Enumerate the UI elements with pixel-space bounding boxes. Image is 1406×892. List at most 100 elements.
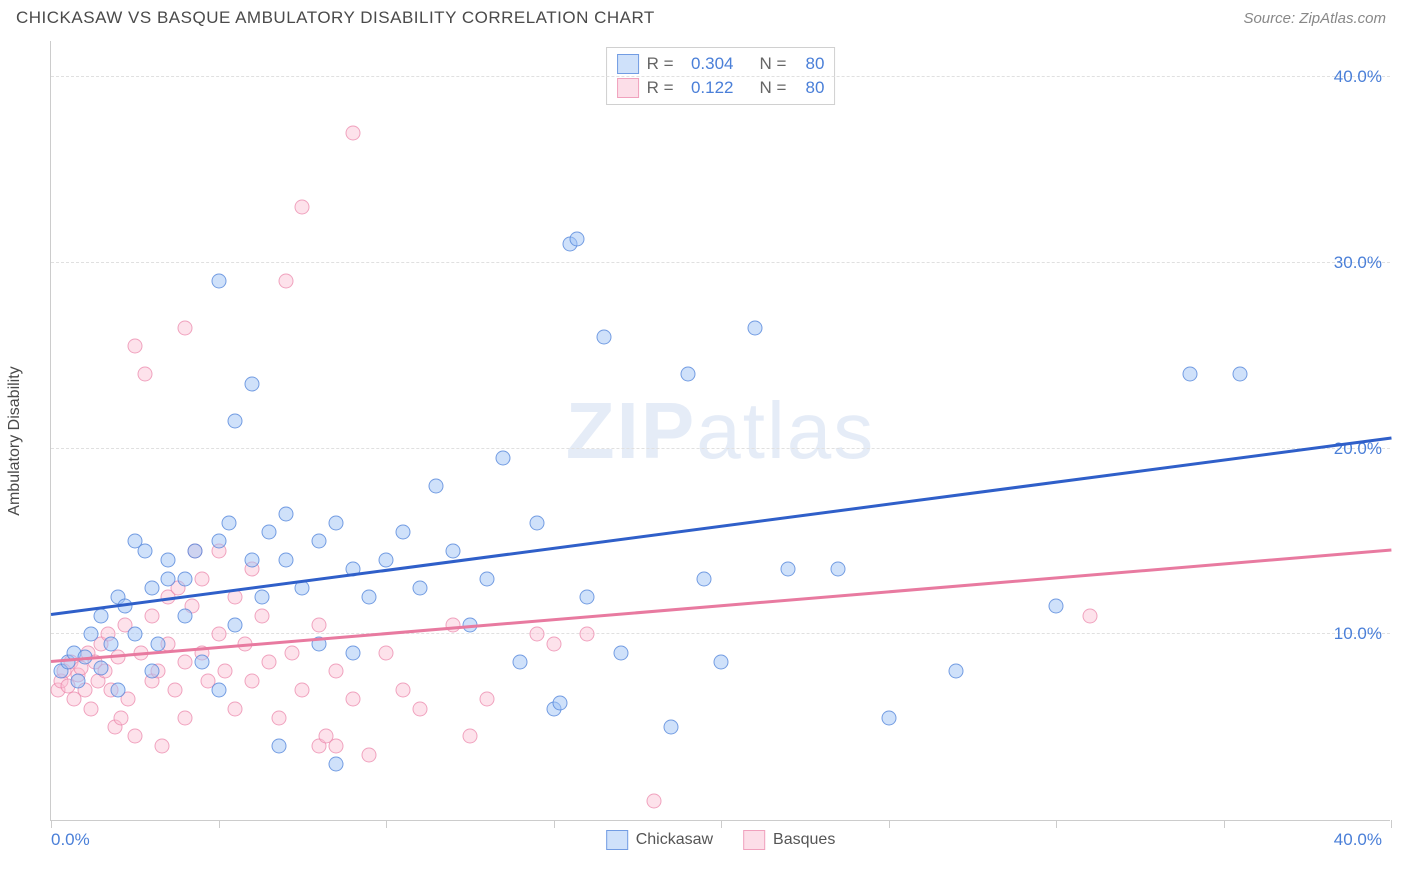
series-b-point <box>127 729 142 744</box>
series-a-point <box>84 627 99 642</box>
series-a-point <box>496 450 511 465</box>
watermark-light: atlas <box>696 386 875 475</box>
series-b-point <box>178 655 193 670</box>
gridline <box>51 76 1390 77</box>
series-a-point <box>94 608 109 623</box>
series-b-point <box>362 748 377 763</box>
x-tick <box>1391 820 1392 828</box>
n-label-a: N = <box>760 54 787 74</box>
bottom-legend: Chickasaw Basques <box>606 830 836 850</box>
series-b-point <box>178 320 193 335</box>
series-b-point <box>137 367 152 382</box>
gridline <box>51 262 1390 263</box>
series-a-point <box>211 534 226 549</box>
legend-item-a: Chickasaw <box>606 830 713 850</box>
series-a-point <box>513 655 528 670</box>
x-axis-min-label: 0.0% <box>51 830 90 850</box>
series-b-point <box>114 710 129 725</box>
series-b-point <box>154 738 169 753</box>
series-a-point <box>479 571 494 586</box>
series-a-point <box>228 413 243 428</box>
y-tick-label: 40.0% <box>1334 67 1382 87</box>
series-b-point <box>84 701 99 716</box>
x-tick <box>889 820 890 828</box>
legend-label-b: Basques <box>773 831 835 849</box>
series-b-point <box>194 571 209 586</box>
series-a-point <box>245 376 260 391</box>
series-a-point <box>144 580 159 595</box>
series-a-point <box>104 636 119 651</box>
series-a-point <box>747 320 762 335</box>
series-b-point <box>218 664 233 679</box>
series-a-point <box>328 515 343 530</box>
series-b-point <box>271 710 286 725</box>
series-a-point <box>596 330 611 345</box>
series-b-point <box>295 683 310 698</box>
series-a-point <box>362 590 377 605</box>
series-a-point <box>529 515 544 530</box>
series-b-point <box>529 627 544 642</box>
series-a-point <box>714 655 729 670</box>
series-a-point <box>569 231 584 246</box>
series-b-point <box>345 125 360 140</box>
series-b-point <box>255 608 270 623</box>
stats-row-b: R = 0.122 N = 80 <box>617 76 825 100</box>
series-b-point <box>144 608 159 623</box>
series-a-point <box>70 673 85 688</box>
series-b-point <box>479 692 494 707</box>
series-b-point <box>167 683 182 698</box>
series-a-point <box>94 660 109 675</box>
source-attribution: Source: ZipAtlas.com <box>1243 10 1386 27</box>
r-value-b: 0.122 <box>682 78 734 98</box>
legend-swatch-a-bottom <box>606 830 628 850</box>
watermark-bold: ZIP <box>566 386 696 475</box>
n-label-b: N = <box>760 78 787 98</box>
r-label-a: R = <box>647 54 674 74</box>
series-a-point <box>271 738 286 753</box>
gridline <box>51 633 1390 634</box>
series-a-point <box>127 627 142 642</box>
series-b-point <box>379 645 394 660</box>
series-b-point <box>412 701 427 716</box>
x-tick <box>386 820 387 828</box>
x-tick <box>554 820 555 828</box>
series-a-point <box>697 571 712 586</box>
series-a-point <box>211 683 226 698</box>
series-a-point <box>194 655 209 670</box>
series-b-point <box>647 794 662 809</box>
series-a-point <box>161 571 176 586</box>
series-a-point <box>553 696 568 711</box>
series-a-point <box>395 525 410 540</box>
x-tick <box>51 820 52 828</box>
r-label-b: R = <box>647 78 674 98</box>
chart-header: CHICKASAW VS BASQUE AMBULATORY DISABILIT… <box>0 0 1406 36</box>
n-value-b: 80 <box>794 78 824 98</box>
y-axis-title: Ambulatory Disability <box>6 366 24 515</box>
legend-item-b: Basques <box>743 830 835 850</box>
x-tick <box>1056 820 1057 828</box>
series-a-point <box>345 645 360 660</box>
r-value-a: 0.304 <box>682 54 734 74</box>
legend-swatch-b <box>617 78 639 98</box>
series-a-point <box>278 506 293 521</box>
series-a-point <box>613 645 628 660</box>
y-tick-label: 30.0% <box>1334 253 1382 273</box>
x-axis-max-label: 40.0% <box>1334 830 1382 850</box>
series-a-point <box>948 664 963 679</box>
series-b-point <box>127 339 142 354</box>
series-b-point <box>546 636 561 651</box>
series-a-point <box>831 562 846 577</box>
series-b-point <box>245 673 260 688</box>
chart-title: CHICKASAW VS BASQUE AMBULATORY DISABILIT… <box>16 8 655 28</box>
series-a-point <box>446 543 461 558</box>
series-a-point <box>429 478 444 493</box>
series-a-point <box>1233 367 1248 382</box>
series-a-point <box>412 580 427 595</box>
series-a-point <box>161 553 176 568</box>
series-b-point <box>278 274 293 289</box>
series-b-point <box>328 664 343 679</box>
y-tick-label: 10.0% <box>1334 624 1382 644</box>
series-b-point <box>395 683 410 698</box>
series-b-point <box>178 710 193 725</box>
legend-swatch-a <box>617 54 639 74</box>
